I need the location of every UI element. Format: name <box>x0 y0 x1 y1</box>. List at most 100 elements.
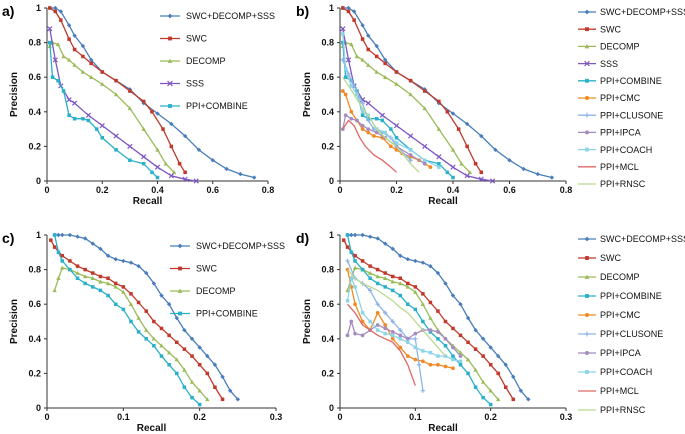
y-tick-label: 0.4 <box>321 334 334 344</box>
legend-label: PPI+CMC <box>600 93 641 103</box>
data-point <box>152 319 156 324</box>
data-point <box>75 264 80 268</box>
data-point <box>105 253 111 258</box>
data-point <box>458 333 463 338</box>
y-tick-label: 0 <box>36 176 41 186</box>
data-point <box>55 42 61 47</box>
legend-label: PPI+IPCA <box>600 348 641 358</box>
series-swc <box>48 6 187 175</box>
data-point <box>175 371 179 376</box>
data-point <box>197 388 202 393</box>
legend-item: PPI+IPCA <box>578 348 641 358</box>
data-point <box>85 112 92 118</box>
data-point <box>473 367 478 372</box>
data-point <box>141 154 147 160</box>
data-point <box>106 276 110 281</box>
legend-label: DECOMP <box>600 272 640 282</box>
data-point <box>360 123 365 128</box>
legend-label: SWC <box>600 24 621 34</box>
data-point <box>86 118 91 123</box>
data-point <box>89 57 94 63</box>
data-point <box>167 333 171 338</box>
series-ppi-coach <box>341 32 441 169</box>
y-tick-label: 1 <box>329 3 334 13</box>
data-point <box>161 127 165 131</box>
data-point <box>374 130 379 135</box>
chart-panel-d: d) 0 0.2 0.4 0.6 0.8 1 0 0.1 0.2 0.3 Recall Precisio… <box>296 230 685 434</box>
data-point <box>390 288 395 293</box>
data-point <box>413 331 418 336</box>
data-point <box>72 33 77 38</box>
x-tick-label: 0.3 <box>560 412 573 422</box>
data-point <box>420 359 425 364</box>
data-point <box>428 165 433 170</box>
data-point <box>374 54 379 59</box>
legend-swatch-marker <box>585 256 589 260</box>
legend-item: SWC <box>170 264 217 274</box>
legend-label: PPI+MCL <box>600 386 639 396</box>
data-point <box>413 345 418 350</box>
data-point <box>428 315 433 320</box>
data-point <box>136 330 141 334</box>
legend-label: PPI+COMBINE <box>196 309 258 319</box>
y-tick-label: 0.8 <box>28 265 41 275</box>
data-point <box>346 5 351 11</box>
data-point <box>465 357 471 362</box>
series-ppi-cmc <box>345 267 455 371</box>
data-point <box>343 66 348 71</box>
data-point <box>390 336 395 341</box>
data-point <box>121 289 126 294</box>
data-point <box>480 336 486 341</box>
data-point <box>91 285 95 289</box>
series-swc <box>342 238 516 402</box>
data-point <box>190 395 194 400</box>
x-tick-label: 0.3 <box>270 412 283 422</box>
data-point <box>413 357 418 362</box>
legend-swatch-marker <box>178 311 182 316</box>
data-point <box>398 345 403 350</box>
data-point <box>210 158 215 163</box>
legend-label: SSS <box>600 59 618 69</box>
data-point <box>349 84 354 88</box>
series-decomp <box>345 265 501 402</box>
series-line <box>49 7 255 179</box>
data-point <box>182 367 187 372</box>
data-point <box>155 147 160 152</box>
data-point <box>436 309 440 313</box>
data-point <box>398 327 403 333</box>
data-point <box>390 246 395 252</box>
data-point <box>353 302 357 307</box>
data-point <box>182 347 187 351</box>
data-point <box>451 354 455 358</box>
x-tick-label: 0.2 <box>390 185 403 195</box>
series-ppi-rnsc <box>342 76 420 173</box>
x-tick-label: 0.8 <box>262 185 275 195</box>
data-point <box>67 113 71 118</box>
data-point <box>360 259 365 263</box>
legend-swatch-marker <box>584 236 590 242</box>
data-point <box>458 354 463 358</box>
data-point <box>144 327 149 332</box>
legend-item: PPI+COACH <box>578 145 652 155</box>
data-point <box>360 311 365 315</box>
data-point <box>121 307 126 312</box>
data-point <box>50 75 55 79</box>
legend-label: PPI+COACH <box>600 367 652 377</box>
data-point <box>406 340 410 345</box>
y-tick-label: 0.6 <box>321 72 334 82</box>
data-point <box>368 264 372 268</box>
data-point <box>66 97 72 103</box>
data-point <box>159 293 164 298</box>
data-point <box>473 347 478 351</box>
data-point <box>48 6 52 10</box>
data-point <box>408 148 413 152</box>
data-point <box>171 170 177 175</box>
data-point <box>450 164 456 170</box>
data-point <box>488 402 493 407</box>
data-point <box>346 9 351 14</box>
data-point <box>488 362 493 367</box>
data-point <box>473 385 478 389</box>
data-point <box>383 75 388 79</box>
data-point <box>360 37 365 41</box>
data-point <box>159 326 164 331</box>
